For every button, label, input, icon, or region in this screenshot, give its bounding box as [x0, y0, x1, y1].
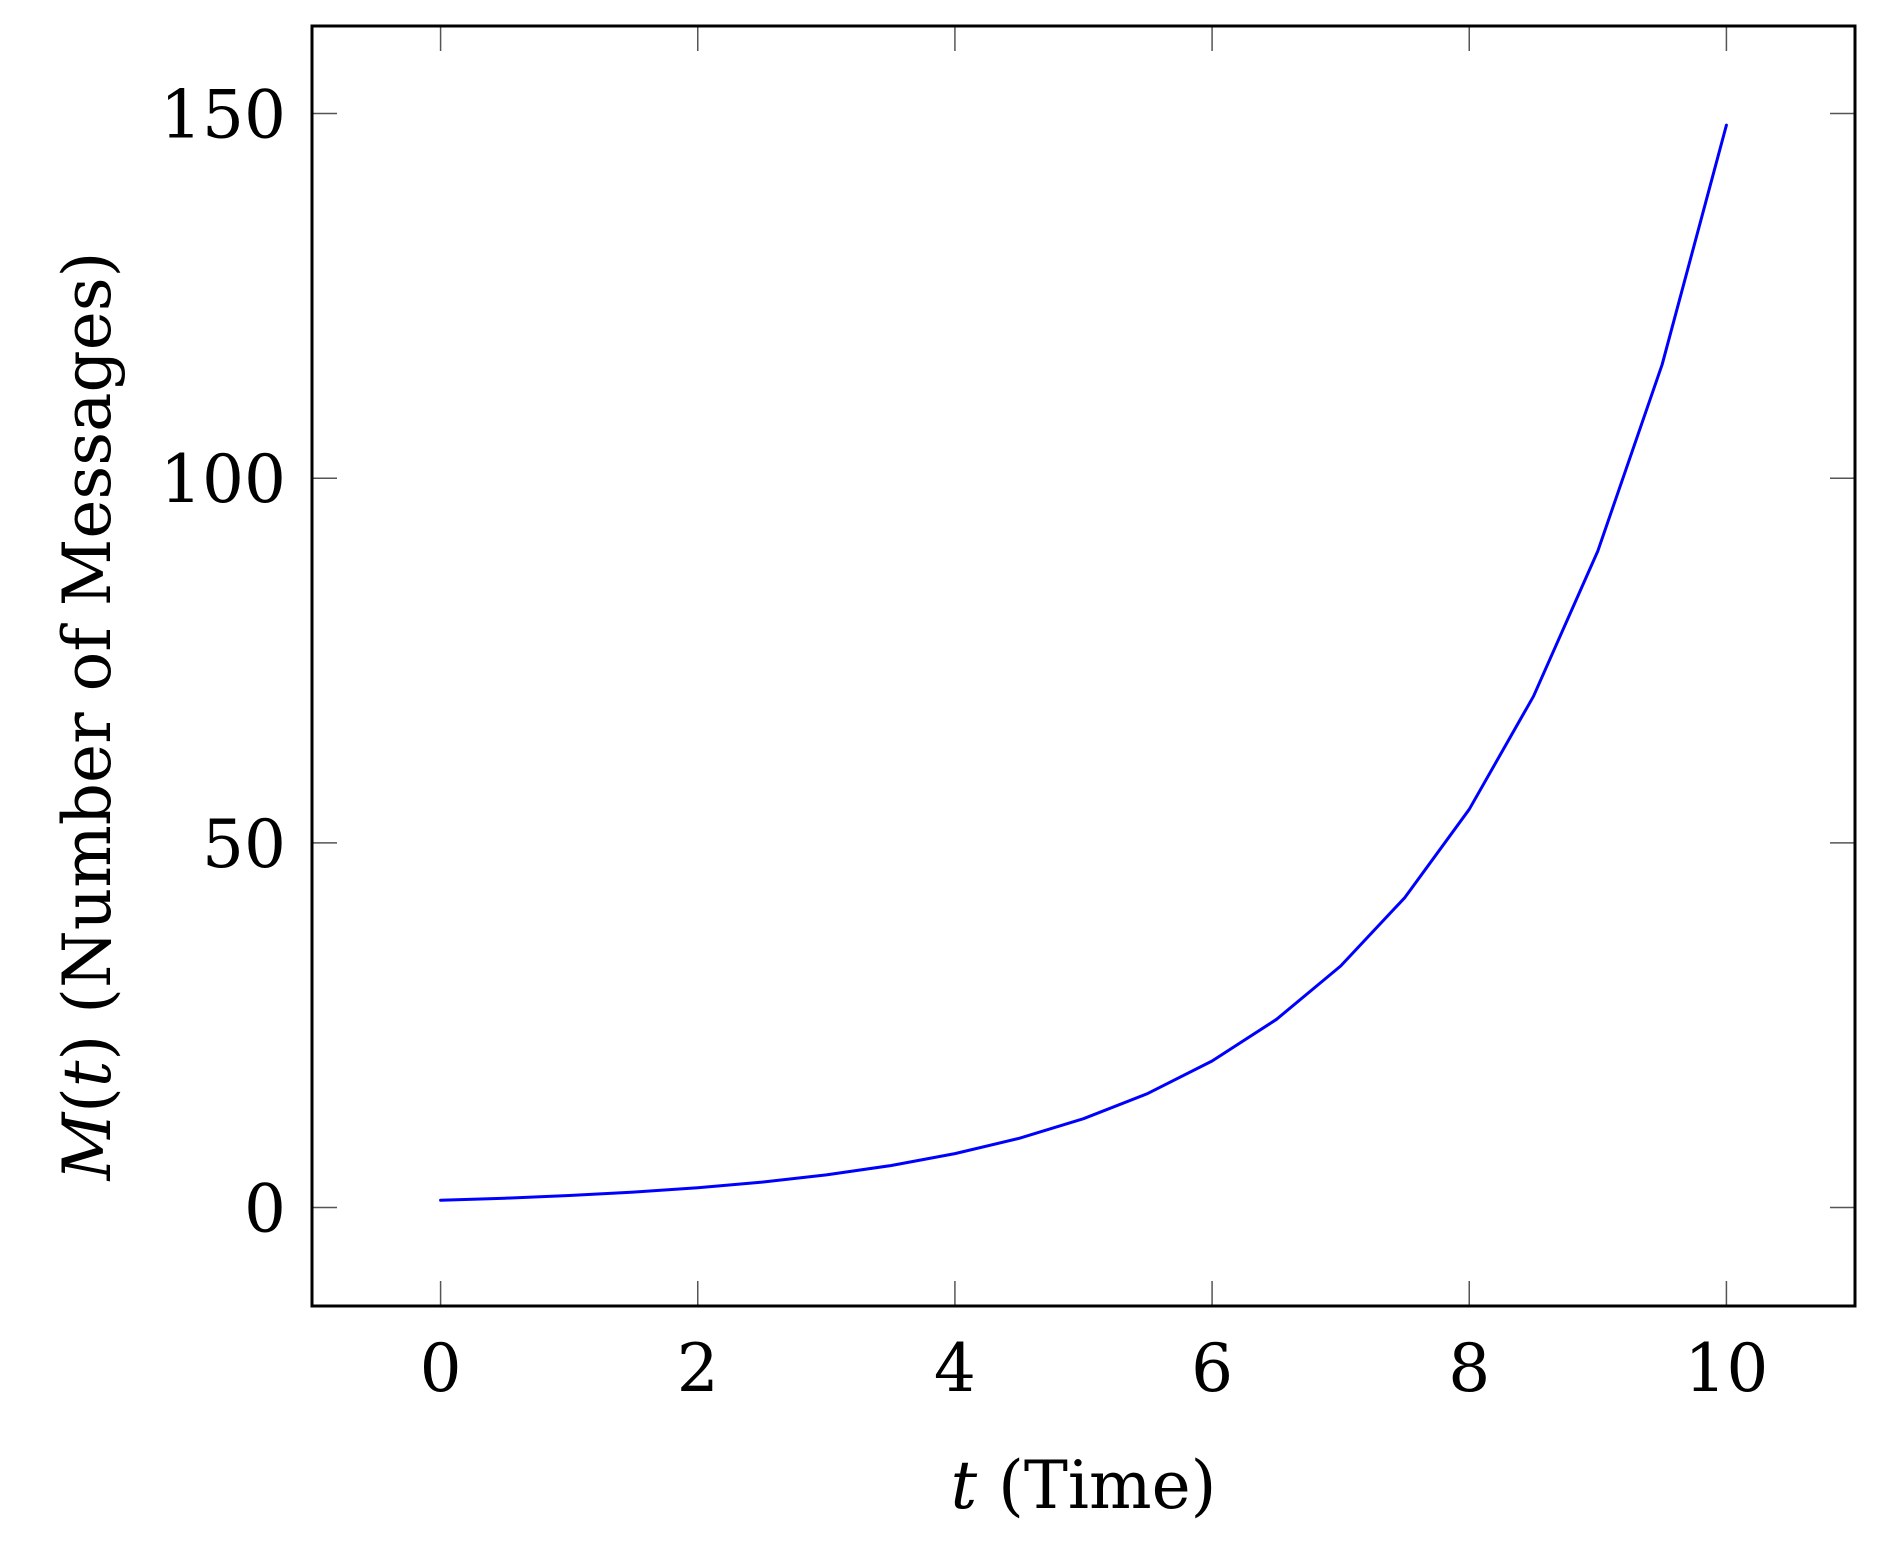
y-axis-function: M: [49, 1111, 126, 1181]
x-tick-label: 4: [934, 1330, 976, 1407]
y-tick-label: 150: [160, 77, 286, 154]
x-tick-label: 2: [677, 1330, 719, 1407]
plot-frame: [310, 24, 1857, 1308]
x-tick-label: 6: [1191, 1330, 1233, 1407]
x-axis-label: t (Time): [951, 1447, 1217, 1524]
x-axis-text: (Time): [977, 1447, 1216, 1524]
y-tick-label: 100: [160, 441, 286, 518]
y-axis-label: M(t) (Number of Messages): [49, 252, 126, 1182]
y-axis-paren-close: ): [49, 1035, 126, 1061]
axis-ticks: [312, 26, 1855, 1306]
x-tick-label: 10: [1684, 1330, 1768, 1407]
y-tick-label: 50: [202, 806, 286, 883]
y-tick-label: 0: [244, 1171, 286, 1248]
x-tick-label: 8: [1448, 1330, 1490, 1407]
series-line-0: [439, 123, 1728, 1202]
x-axis-variable: t: [951, 1447, 978, 1524]
x-tick-label: 0: [420, 1330, 462, 1407]
y-axis-paren-open: (: [49, 1087, 126, 1113]
y-axis-text: (Number of Messages): [49, 252, 126, 1035]
series-layer: [439, 123, 1728, 1202]
y-axis-argument: t: [49, 1060, 126, 1087]
